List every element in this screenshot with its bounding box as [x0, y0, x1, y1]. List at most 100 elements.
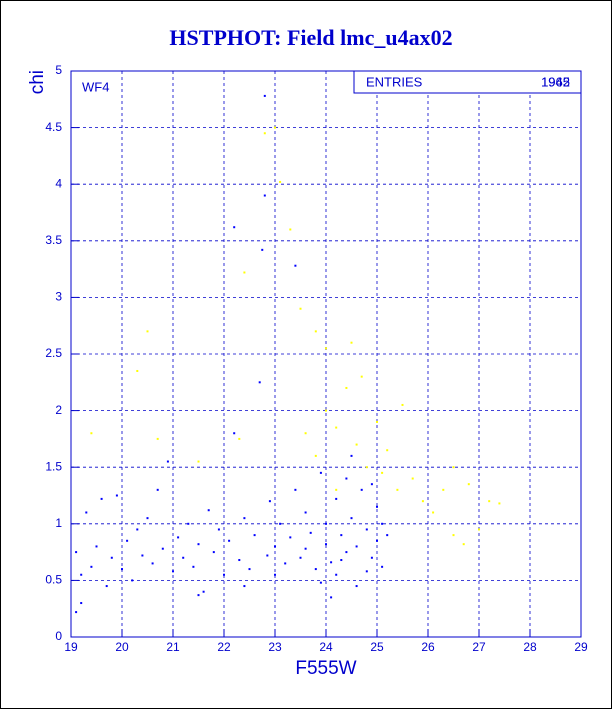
- point: [121, 568, 123, 571]
- point: [253, 534, 256, 537]
- point: [396, 488, 399, 491]
- y-tick-label: 3: [55, 290, 62, 304]
- point: [355, 585, 358, 588]
- point: [289, 228, 292, 231]
- point: [345, 477, 348, 480]
- x-tick-label: 28: [523, 640, 537, 654]
- point: [177, 536, 180, 539]
- y-tick-label: 0: [55, 629, 62, 643]
- point: [345, 386, 348, 389]
- point: [488, 500, 491, 503]
- point: [263, 132, 266, 135]
- point: [80, 602, 83, 605]
- x-tick-label: 23: [268, 640, 282, 654]
- point: [325, 543, 327, 546]
- x-tick-label: 19: [64, 640, 78, 654]
- point: [386, 449, 389, 452]
- point: [233, 432, 236, 435]
- point: [192, 565, 195, 568]
- point: [294, 488, 297, 491]
- point: [197, 460, 200, 463]
- point: [335, 573, 338, 576]
- point: [207, 509, 210, 512]
- point: [401, 403, 404, 406]
- point: [421, 500, 424, 503]
- point: [100, 497, 103, 500]
- point: [319, 471, 322, 474]
- point: [355, 443, 358, 446]
- point: [330, 596, 333, 599]
- point: [156, 488, 159, 491]
- point: [370, 556, 373, 559]
- point: [462, 543, 465, 546]
- point: [432, 511, 435, 514]
- point: [274, 573, 276, 576]
- point: [212, 551, 215, 554]
- point: [498, 502, 501, 505]
- point: [95, 545, 98, 548]
- point: [365, 466, 368, 469]
- y-tick-label: 4.5: [45, 120, 62, 134]
- point: [299, 556, 302, 559]
- point: [381, 565, 384, 568]
- y-tick-label: 1: [55, 516, 62, 530]
- x-tick-label: 27: [472, 640, 486, 654]
- point: [238, 437, 241, 440]
- point: [187, 522, 190, 525]
- point: [452, 466, 455, 469]
- point: [365, 570, 368, 573]
- point: [314, 454, 317, 457]
- point: [248, 568, 251, 571]
- point: [263, 94, 266, 97]
- point: [166, 460, 169, 463]
- point: [243, 585, 246, 588]
- point: [309, 531, 312, 534]
- y-tick-label: 2: [55, 403, 62, 417]
- point: [350, 341, 353, 344]
- point: [294, 264, 297, 267]
- point: [263, 194, 266, 197]
- point: [202, 590, 205, 593]
- point: [304, 547, 307, 550]
- x-tick-label: 21: [166, 640, 180, 654]
- point: [355, 545, 358, 548]
- point: [314, 568, 317, 571]
- point: [243, 517, 246, 520]
- point: [238, 559, 241, 562]
- point: [340, 559, 343, 562]
- plot-frame: [70, 70, 582, 638]
- point: [228, 539, 231, 542]
- point: [279, 522, 282, 525]
- point: [319, 581, 322, 584]
- point: [197, 594, 200, 597]
- point: [146, 517, 149, 520]
- chart-title: HSTPHOT: Field lmc_u4ax02: [169, 25, 452, 50]
- point: [279, 180, 282, 183]
- point: [223, 573, 225, 576]
- point: [411, 477, 414, 480]
- point: [217, 528, 220, 531]
- point: [386, 534, 389, 537]
- point: [90, 565, 93, 568]
- point: [365, 528, 368, 531]
- point: [370, 483, 373, 486]
- point: [452, 534, 455, 537]
- point: [197, 543, 200, 546]
- point: [304, 511, 307, 514]
- point: [75, 611, 78, 614]
- stats-label: ENTRIES: [366, 74, 423, 89]
- point: [304, 432, 307, 435]
- point: [360, 488, 363, 491]
- point: [478, 528, 480, 531]
- point: [314, 330, 317, 333]
- point: [289, 536, 292, 539]
- point: [376, 539, 378, 542]
- stats-value: 1962: [541, 74, 570, 89]
- x-tick-label: 26: [421, 640, 435, 654]
- plot-area: 19 20 21 22 23 24 25 26 27 28 29 0 0.5 1 1.5 2 2.5 3 3.5 4 4…: [45, 63, 588, 654]
- point: [274, 545, 276, 548]
- point: [442, 488, 445, 491]
- point: [335, 426, 338, 429]
- point: [268, 500, 271, 503]
